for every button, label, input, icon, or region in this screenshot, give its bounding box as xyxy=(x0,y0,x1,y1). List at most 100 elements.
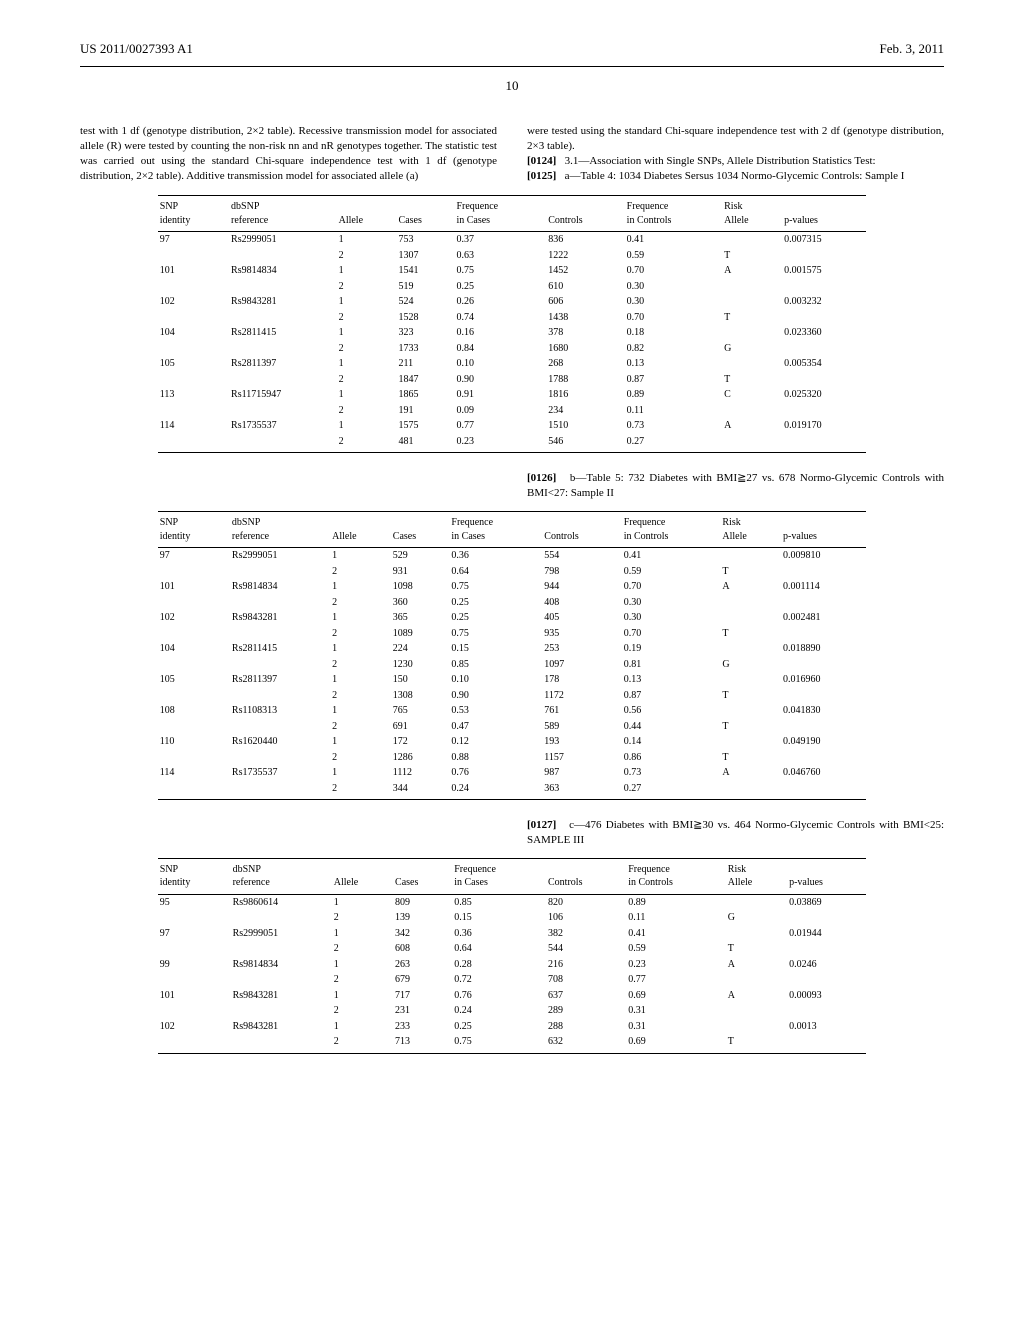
table-cell: 637 xyxy=(546,988,626,1004)
table-cell: 95 xyxy=(158,894,231,910)
table-cell: Rs9814834 xyxy=(230,579,330,595)
th-risk: Risk Allele xyxy=(726,858,787,894)
table-cell: 224 xyxy=(391,641,450,657)
table-row: 23440.243630.27 xyxy=(158,781,866,800)
table-row: 24810.235460.27 xyxy=(158,434,866,453)
table-cell: 0.25 xyxy=(449,610,542,626)
para-0126-label: [0126] xyxy=(527,472,556,484)
table-cell: 408 xyxy=(542,595,621,611)
table-cell: 0.23 xyxy=(454,434,546,453)
table-cell xyxy=(158,719,230,735)
table-cell: 606 xyxy=(546,294,624,310)
table-cell: 0.89 xyxy=(625,387,722,403)
table-cell xyxy=(230,626,330,642)
table-cell xyxy=(787,1034,866,1053)
table-cell: 0.75 xyxy=(449,626,542,642)
table-cell: 1307 xyxy=(397,248,455,264)
table-cell xyxy=(231,1034,332,1053)
table-cell xyxy=(158,910,231,926)
table-row: 97Rs299905117530.378360.410.007315 xyxy=(158,232,866,248)
th-risk: Risk Allele xyxy=(720,512,781,548)
table-cell: 2 xyxy=(337,341,397,357)
table-cell: 2 xyxy=(330,595,391,611)
table-cell: 0.31 xyxy=(626,1003,726,1019)
table-cell xyxy=(230,657,330,673)
table-cell: 0.10 xyxy=(454,356,546,372)
table-cell: 0.47 xyxy=(449,719,542,735)
table-cell: 0.26 xyxy=(454,294,546,310)
table-cell: 105 xyxy=(158,672,230,688)
table-cell: 717 xyxy=(393,988,452,1004)
table-cell: 0.005354 xyxy=(782,356,866,372)
table-cell: 1510 xyxy=(546,418,624,434)
table-row: 108Rs110831317650.537610.560.041830 xyxy=(158,703,866,719)
table-cell xyxy=(722,279,782,295)
table-cell xyxy=(158,434,229,453)
table-row: 104Rs281141513230.163780.180.023360 xyxy=(158,325,866,341)
th-fcases: Frequence in Cases xyxy=(449,512,542,548)
table-cell: 342 xyxy=(393,926,452,942)
mid-2-wrap: [0127] c—476 Diabetes with BMI≧30 vs. 46… xyxy=(80,818,944,848)
table-cell: 0.041830 xyxy=(781,703,866,719)
th-controls: Controls xyxy=(542,512,621,548)
table-5-wrap: SNP identity dbSNP reference Allele Case… xyxy=(158,511,866,800)
table-cell: 0.24 xyxy=(449,781,542,800)
table-row: 213080.9011720.87T xyxy=(158,688,866,704)
table-cell: 2 xyxy=(330,626,391,642)
table-cell: Rs2999051 xyxy=(231,926,332,942)
table-cell: 0.25 xyxy=(449,595,542,611)
table-cell: 589 xyxy=(542,719,621,735)
table-cell: 1541 xyxy=(397,263,455,279)
table-cell: 2 xyxy=(330,657,391,673)
th-cases: Cases xyxy=(391,512,450,548)
table-cell: 323 xyxy=(397,325,455,341)
right-column: were tested using the standard Chi-squar… xyxy=(527,124,944,183)
table-cell: 1 xyxy=(337,325,397,341)
table-cell xyxy=(781,750,866,766)
table-cell xyxy=(158,972,231,988)
table-cell xyxy=(781,595,866,611)
table-cell xyxy=(158,595,230,611)
table-cell: 0.63 xyxy=(454,248,546,264)
table-cell: T xyxy=(720,750,781,766)
table-cell: 0.56 xyxy=(622,703,721,719)
para-0126-text: b—Table 5: 732 Diabetes with BMI≧27 vs. … xyxy=(527,472,944,499)
table-cell: 0.30 xyxy=(622,610,721,626)
table-row: 102Rs984328113650.254050.300.002481 xyxy=(158,610,866,626)
table-cell xyxy=(230,595,330,611)
table-cell: 0.77 xyxy=(454,418,546,434)
table-cell: 608 xyxy=(393,941,452,957)
th-fcontrols: Frequence in Controls xyxy=(625,196,722,232)
table-cell xyxy=(782,248,866,264)
table-cell: 382 xyxy=(546,926,626,942)
th-ref: dbSNP reference xyxy=(229,196,337,232)
publication-number: US 2011/0027393 A1 xyxy=(80,40,193,58)
table-cell: 0.69 xyxy=(626,988,726,1004)
table-cell xyxy=(158,1003,231,1019)
table-cell xyxy=(231,1003,332,1019)
table-cell: C xyxy=(722,387,782,403)
table-cell: 0.046760 xyxy=(781,765,866,781)
table-cell: 2 xyxy=(330,781,391,800)
table-cell: 360 xyxy=(391,595,450,611)
table-cell: 529 xyxy=(391,548,450,564)
table-cell: Rs2811415 xyxy=(230,641,330,657)
table-cell: 1 xyxy=(337,263,397,279)
table-cell: 0.82 xyxy=(625,341,722,357)
table-cell: 544 xyxy=(546,941,626,957)
table-cell xyxy=(781,564,866,580)
para-0125-label: [0125] xyxy=(527,170,556,182)
table-cell: 1222 xyxy=(546,248,624,264)
table-cell: 0.59 xyxy=(622,564,721,580)
table-cell: 0.75 xyxy=(452,1034,546,1053)
table-cell xyxy=(231,941,332,957)
table-cell xyxy=(781,719,866,735)
table-cell: 0.86 xyxy=(622,750,721,766)
table-cell: G xyxy=(720,657,781,673)
table-cell xyxy=(229,403,337,419)
th-cases: Cases xyxy=(393,858,452,894)
table-cell xyxy=(720,610,781,626)
table-cell: 0.41 xyxy=(625,232,722,248)
table-cell xyxy=(158,781,230,800)
table-cell: 1 xyxy=(332,894,393,910)
